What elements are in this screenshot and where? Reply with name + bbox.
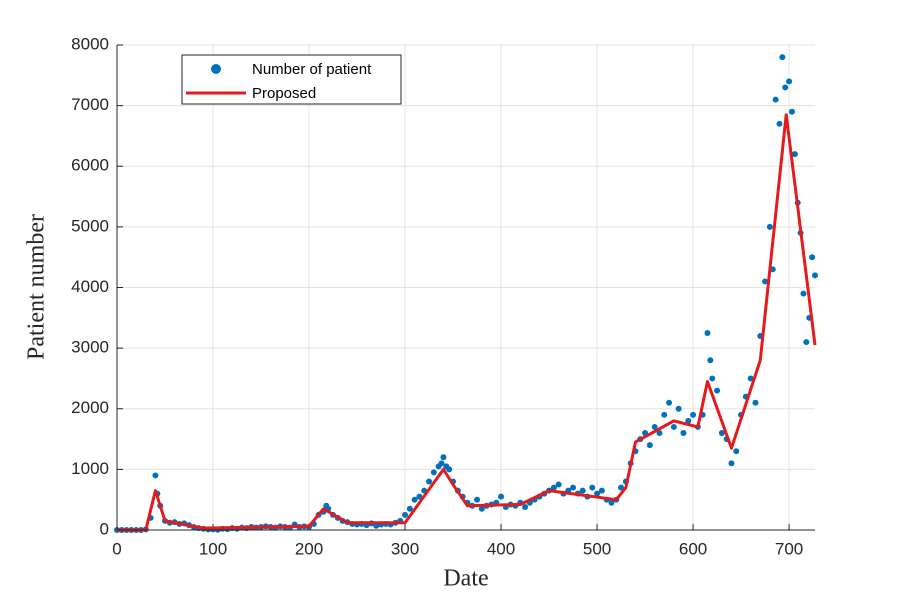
data-point [776,120,783,127]
data-point [656,430,663,436]
data-point [718,430,725,436]
data-point [791,151,798,158]
data-point [589,484,596,491]
data-point [772,96,779,103]
data-point [670,423,677,430]
y-tick-label: 8000 [71,34,109,53]
data-point [373,522,380,529]
data-point [646,442,653,449]
data-point [440,454,447,461]
data-point [680,430,687,436]
data-point [803,339,810,346]
data-point [747,375,754,382]
data-point [406,505,413,512]
data-point [714,387,721,394]
data-point [704,329,711,336]
y-tick-label: 4000 [71,277,109,296]
data-point [608,499,615,506]
data-point [707,357,714,364]
data-point [594,490,601,497]
line [117,113,817,532]
data-point [478,505,485,512]
data-point [666,399,673,406]
data-point [555,481,562,488]
data-point [762,278,769,285]
y-tick-label: 7000 [71,95,109,114]
x-tick-label: 200 [295,539,323,558]
data-point [438,460,445,467]
x-tick-label: 400 [487,539,515,558]
data-point [152,472,159,479]
data-point [809,254,816,261]
data-point [618,484,625,491]
legend-box [181,54,402,105]
x-tick-label: 500 [583,539,611,558]
y-tick-label: 1000 [71,459,109,478]
data-point [661,411,668,418]
x-tick-label: 300 [391,539,419,558]
legend-label: Number of patient [252,61,372,78]
y-tick-label: 2000 [71,398,109,417]
data-point [498,493,505,500]
data-point [812,272,818,279]
legend-marker [211,64,221,74]
x-tick-label: 600 [679,539,707,558]
data-point [411,496,418,503]
data-point [651,423,658,430]
data-point [766,223,773,230]
data-point [675,405,682,412]
data-point [570,484,577,491]
data-point [430,469,437,476]
data-point [728,460,735,467]
legend-label: Proposed [252,85,316,102]
x-tick-label: 0 [112,539,121,558]
y-tick-label: 5000 [71,216,109,235]
data-point [733,448,740,455]
x-tick-label: 100 [199,539,227,558]
data-point [402,511,409,518]
legend: Number of patient Proposed [181,54,402,105]
y-tick-label: 6000 [71,156,109,175]
data-point [709,375,716,382]
data-point [598,487,605,494]
data-point [522,503,529,510]
x-axis-label: Date [443,566,488,592]
data-point [550,484,557,491]
data-point [474,496,481,503]
data-point [779,54,786,61]
data-point [788,108,795,115]
plot-area [114,54,818,533]
data-point [446,466,453,473]
y-axis-label: Patient number [24,214,50,360]
y-tick-label: 0 [100,519,109,538]
data-point [800,290,807,297]
x-tick-label: 700 [775,539,803,558]
y-tick-label: 3000 [71,338,109,357]
data-point [786,78,793,85]
data-point [690,411,697,418]
data-point [782,84,789,91]
data-point [685,417,692,424]
data-point [752,399,759,406]
grid [116,44,815,531]
data-point [579,487,586,494]
data-point [426,478,433,485]
